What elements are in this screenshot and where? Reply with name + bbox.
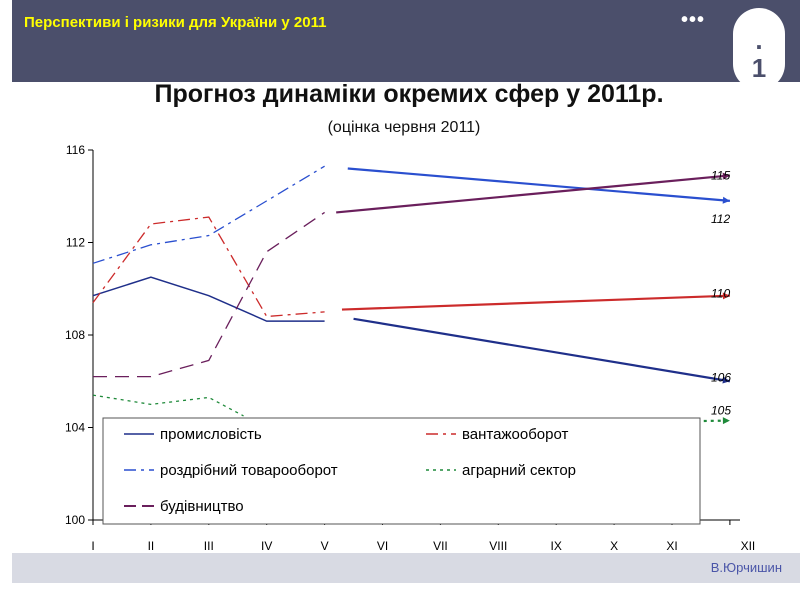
x-tick-label: I — [91, 539, 94, 553]
series-arrow-1 — [722, 376, 730, 384]
x-tick-label: III — [204, 539, 214, 553]
slide-number: . 1 — [733, 26, 785, 82]
x-tick-label: VI — [377, 539, 388, 553]
x-tick-label: VII — [433, 539, 448, 553]
chart-subtitle: (оцінка червня 2011) — [327, 119, 481, 136]
author-name: В.Юрчишин — [710, 560, 782, 575]
header-band — [12, 0, 800, 82]
footer-band — [12, 553, 800, 583]
x-tick-label: XII — [741, 539, 756, 553]
end-value-label: 105 — [711, 404, 731, 418]
series-forecast-line-5 — [336, 174, 731, 214]
series-arrow-5 — [722, 172, 730, 180]
end-value-label: 115 — [711, 168, 730, 182]
legend-label: роздрібний товарооборот — [160, 462, 338, 479]
y-tick-label: 100 — [65, 513, 85, 527]
series-line-2 — [92, 216, 325, 318]
series-line-3 — [92, 165, 325, 264]
series-forecast-line-1 — [353, 317, 731, 383]
legend-label: аграрний сектор — [462, 462, 576, 479]
series-forecast-line-3 — [347, 167, 730, 202]
series-arrow-2 — [722, 292, 730, 300]
x-tick-label: V — [321, 539, 329, 553]
series-line-1 — [92, 276, 325, 322]
y-tick-label: 108 — [65, 328, 85, 342]
more-dots-icon: ••• — [681, 9, 706, 31]
series-line-5 — [93, 211, 325, 378]
legend-label: промисловість — [160, 426, 262, 443]
end-value-label: 110 — [711, 287, 730, 301]
chart-title: Прогноз динаміки окремих сфер у 2011р. — [154, 80, 664, 108]
series-line-4 — [92, 394, 244, 417]
legend-label: будівництво — [160, 498, 244, 515]
slide-number-value: 1 — [751, 53, 767, 83]
slide-number-badge — [733, 8, 785, 90]
legend-box — [102, 417, 701, 525]
y-tick-label: 112 — [66, 236, 85, 250]
x-tick-label: XI — [666, 539, 677, 553]
x-tick-label: II — [148, 539, 155, 553]
legend-label: вантажооборот — [462, 426, 568, 443]
y-tick-label: 116 — [66, 143, 85, 157]
x-tick-label: IV — [261, 539, 272, 553]
x-tick-label: VIII — [489, 539, 507, 553]
end-value-label: 112 — [711, 212, 730, 226]
x-tick-label: IX — [551, 539, 562, 553]
slide-number-dot: . — [755, 25, 763, 55]
y-tick-label: 104 — [65, 421, 85, 435]
series-arrow-3 — [722, 196, 730, 204]
series-arrow-4 — [722, 417, 730, 425]
end-value-label: 106 — [711, 370, 731, 384]
series-forecast-line-2 — [341, 294, 730, 311]
header-title: Перспективи і ризики для України у 2011 — [24, 14, 327, 31]
x-tick-label: X — [610, 539, 618, 553]
